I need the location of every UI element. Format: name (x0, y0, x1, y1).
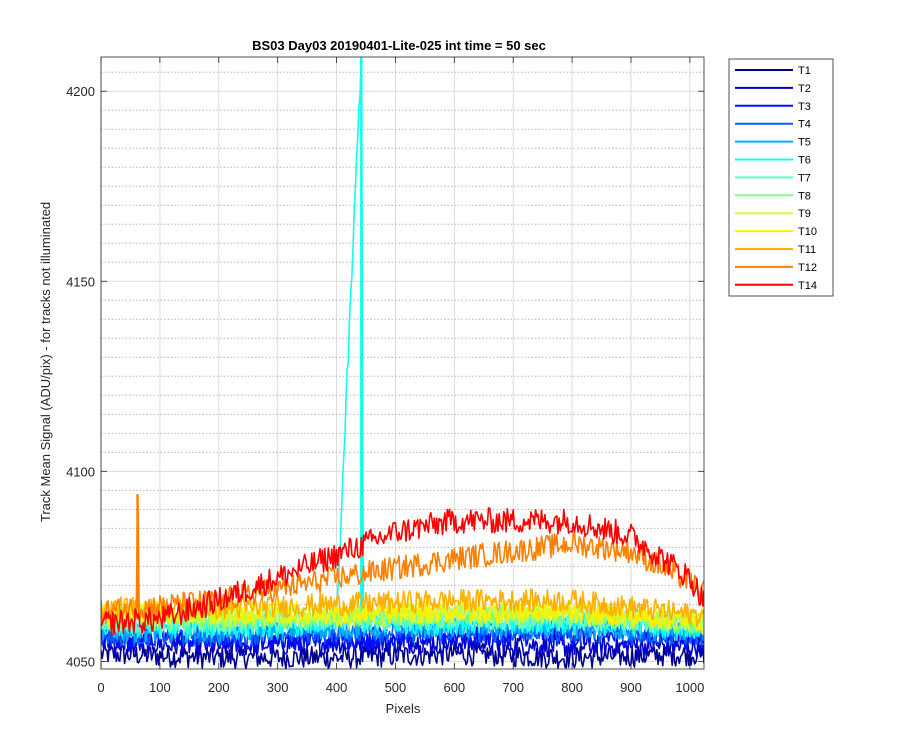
legend-label-t14: T14 (798, 280, 817, 292)
x-axis-label: Pixels (386, 701, 421, 716)
legend-label-t10: T10 (798, 226, 817, 238)
legend-label-t6: T6 (798, 155, 811, 167)
x-tick-label: 1000 (675, 680, 704, 695)
y-tick-label: 4150 (66, 274, 95, 289)
legend-label-t8: T8 (798, 190, 811, 202)
x-tick-label: 0 (97, 680, 104, 695)
series-line-t14 (101, 507, 704, 636)
legend-label-t11: T11 (798, 244, 816, 256)
x-tick-label: 900 (620, 680, 642, 695)
legend-label-t9: T9 (798, 208, 811, 220)
grid (100, 57, 704, 669)
series-group (101, 57, 704, 669)
x-tick-label: 400 (326, 680, 348, 695)
legend-label-t5: T5 (798, 137, 811, 149)
x-tick-label: 100 (149, 680, 171, 695)
x-tick-label: 200 (208, 680, 230, 695)
y-axis-label: Track Mean Signal (ADU/pix) - for tracks… (38, 202, 53, 522)
axis-ticks (100, 57, 704, 669)
legend-label-t1: T1 (798, 65, 811, 77)
x-tick-label: 700 (502, 680, 524, 695)
legend-label-t2: T2 (798, 83, 811, 95)
legend: T1 T2 T3 T4 T5 T6 T7 T8 T9 T10 T11 T12 T14 (728, 58, 834, 297)
y-tick-label: 4050 (66, 654, 95, 669)
y-tick-labels: 4050 4100 4150 4200 (66, 84, 95, 669)
plot-frame (100, 56, 705, 670)
legend-label-t3: T3 (798, 101, 811, 113)
legend-label-t7: T7 (798, 172, 811, 184)
x-tick-label: 500 (385, 680, 407, 695)
series-line-t12 (101, 501, 704, 624)
series-spike-t12 (136, 494, 140, 609)
series-line-t1 (101, 641, 704, 669)
chart-title: BS03 Day03 20190401-Lite-025 int time = … (252, 38, 546, 53)
y-tick-label: 4200 (66, 84, 95, 99)
x-tick-labels: 0 100 200 300 400 500 600 700 800 900 1000 (97, 680, 704, 695)
x-tick-label: 800 (561, 680, 583, 695)
x-tick-label: 600 (443, 680, 465, 695)
legend-label-t4: T4 (798, 119, 811, 131)
x-tick-label: 300 (267, 680, 289, 695)
legend-label-t12: T12 (798, 262, 817, 274)
series-spike-t6 (360, 57, 364, 624)
y-tick-label: 4100 (66, 464, 95, 479)
plot-area (101, 57, 704, 669)
